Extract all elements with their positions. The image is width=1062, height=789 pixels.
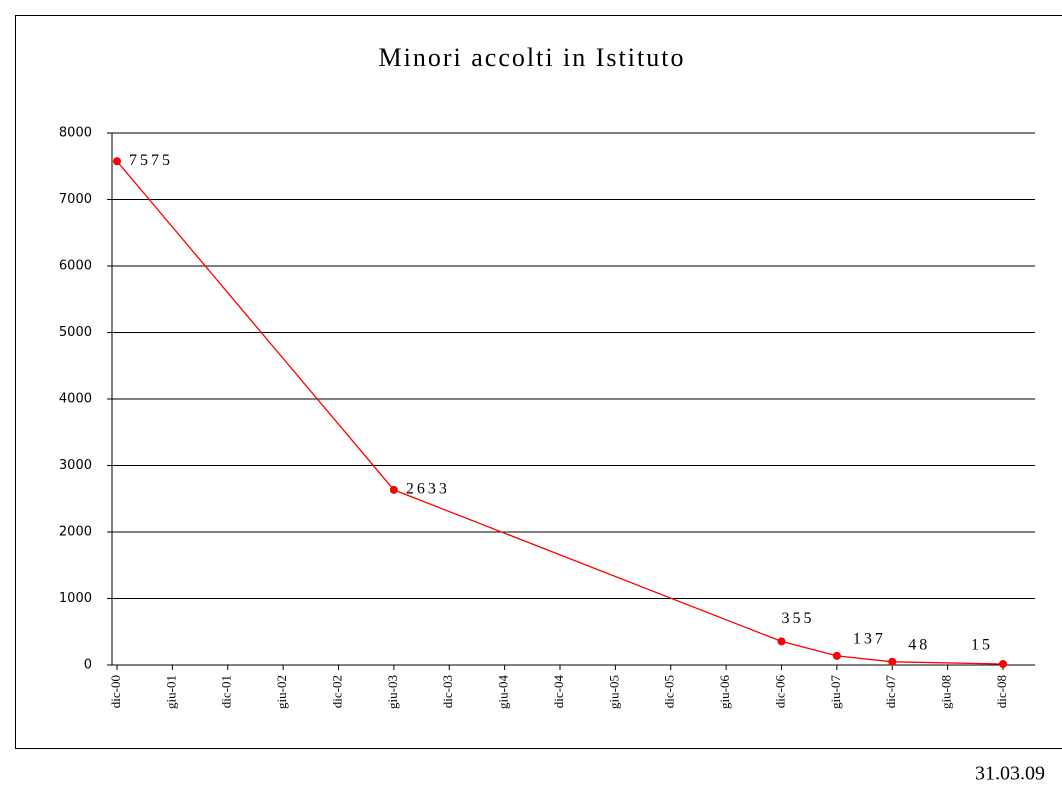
- x-tick-label: dic-07: [883, 675, 898, 709]
- x-tick-label: dic-08: [994, 675, 1009, 708]
- x-tick-label: giu-02: [274, 675, 289, 709]
- note: 31.03.09: [975, 763, 1045, 785]
- y-tick-label: 2000: [59, 525, 92, 540]
- y-tick-label: 7000: [59, 192, 92, 207]
- x-tick-label: giu-03: [385, 675, 400, 709]
- y-tick-label: 3000: [59, 458, 92, 473]
- point: [888, 657, 897, 666]
- y-tick-label: 0: [84, 658, 92, 673]
- chart-frame: [15, 15, 1062, 749]
- point: [389, 485, 398, 494]
- y-tick-label: 1000: [59, 591, 92, 606]
- x-tick-label: dic-04: [551, 675, 566, 709]
- y-tick-label: 8000: [59, 126, 92, 141]
- line: [116, 160, 1004, 665]
- x-tick-label: dic-02: [329, 675, 344, 708]
- point: [113, 157, 121, 166]
- data-label: 355: [782, 610, 815, 627]
- point: [832, 651, 841, 660]
- x-tick-label: dic-05: [662, 675, 677, 708]
- y-tick-label: 6000: [59, 259, 92, 274]
- point: [999, 660, 1007, 669]
- chart-title: Minori accolti in Istituto: [379, 43, 686, 72]
- y-tick-label: 5000: [59, 325, 92, 340]
- x-tick-label: giu-07: [828, 675, 843, 709]
- data-label: 15: [971, 637, 993, 654]
- data-label: 137: [853, 631, 886, 648]
- x-tick-label: giu-06: [717, 675, 732, 709]
- x-tick-label: giu-05: [606, 675, 621, 709]
- x-tick-label: giu-08: [939, 675, 954, 709]
- point: [777, 637, 786, 646]
- x-tick-label: dic-00: [108, 675, 123, 708]
- x-tick-label: giu-01: [163, 675, 178, 709]
- x-tick-label: giu-04: [496, 675, 511, 709]
- x-tick-label: dic-03: [440, 675, 455, 708]
- x-tick-label: dic-01: [219, 675, 234, 708]
- data-label: 48: [908, 636, 930, 653]
- data-label: 7575: [129, 152, 173, 169]
- data-label: 2633: [406, 481, 450, 498]
- x-tick-label: dic-06: [772, 675, 787, 709]
- y-tick-label: 4000: [59, 392, 92, 407]
